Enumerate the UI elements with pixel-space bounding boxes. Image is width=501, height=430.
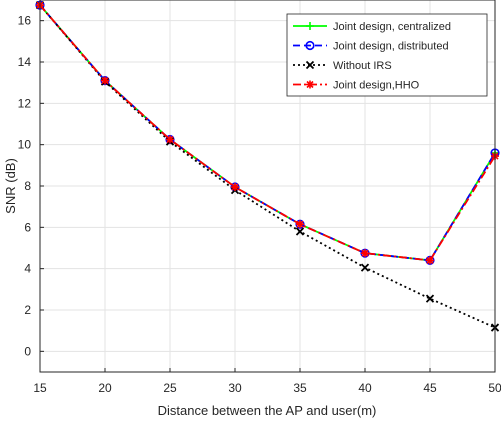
y-tick-label: 12 <box>18 96 32 110</box>
legend-box <box>286 13 488 97</box>
axis-ticks: 15 20 25 30 35 40 45 50 0 2 4 6 8 10 12 14 16 <box>18 14 501 395</box>
data-point <box>166 135 174 144</box>
legend-label: Joint design, centralized <box>333 21 451 33</box>
x-axis-label: Distance between the AP and user(m) <box>158 403 377 418</box>
y-axis-label: SNR (dB) <box>3 158 18 214</box>
y-tick-label: 10 <box>18 138 32 152</box>
x-tick-label: 40 <box>358 381 372 395</box>
y-tick-label: 2 <box>24 303 31 317</box>
data-point <box>361 249 369 258</box>
legend: Joint design, centralized Joint design, d… <box>286 13 488 97</box>
x-tick-label: 25 <box>163 381 177 395</box>
data-point <box>231 183 239 192</box>
legend-label: Joint design, distributed <box>333 41 449 53</box>
data-point <box>360 263 370 272</box>
legend-marker <box>306 80 314 89</box>
x-tick-label: 20 <box>98 381 112 395</box>
y-tick-label: 16 <box>18 14 32 28</box>
y-tick-label: 8 <box>24 179 31 193</box>
data-point <box>296 220 304 229</box>
y-tick-label: 14 <box>18 55 32 69</box>
x-tick-label: 50 <box>488 381 501 395</box>
legend-label: Joint design,HHO <box>333 80 420 92</box>
y-tick-label: 0 <box>24 344 31 358</box>
legend-marker <box>305 40 315 51</box>
x-tick-label: 45 <box>423 381 437 395</box>
y-tick-label: 6 <box>24 220 31 234</box>
y-tick-label: 4 <box>24 262 31 276</box>
x-tick-label: 15 <box>33 381 47 395</box>
data-point <box>425 294 435 303</box>
legend-marker <box>305 60 315 70</box>
data-point <box>426 256 434 265</box>
data-point <box>101 76 109 85</box>
series-line <box>39 4 496 262</box>
data-point <box>295 227 305 236</box>
x-tick-label: 35 <box>293 381 307 395</box>
legend-marker <box>306 22 314 30</box>
x-tick-label: 30 <box>228 381 242 395</box>
legend-label: Without IRS <box>333 60 392 72</box>
